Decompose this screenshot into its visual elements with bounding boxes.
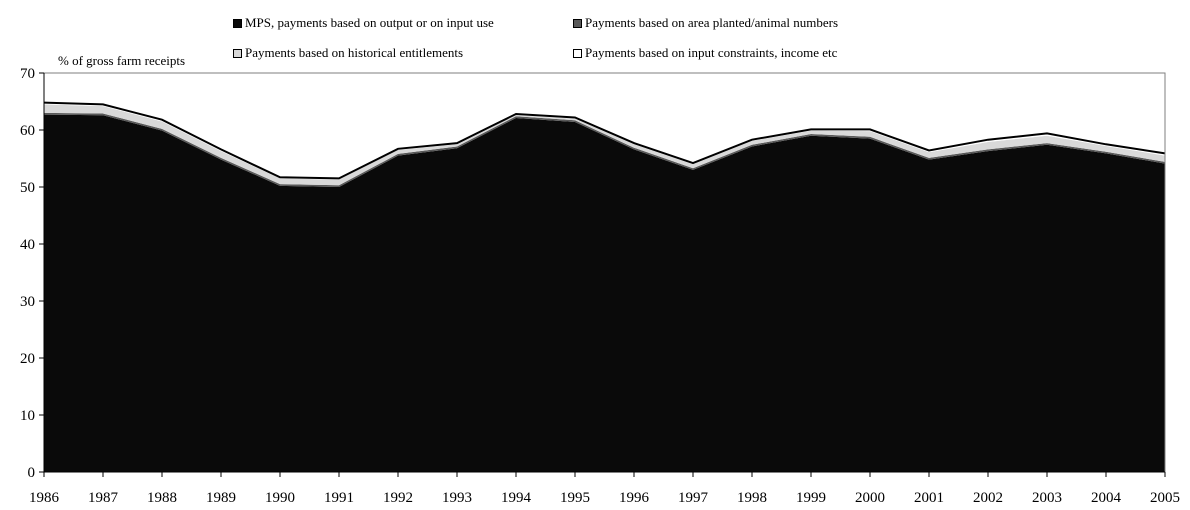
x-tick-label: 1996 <box>619 490 650 506</box>
legend-item-2: Payments based on area planted/animal nu… <box>573 15 838 31</box>
legend-swatch <box>573 48 582 58</box>
x-tick-label: 1987 <box>88 490 119 506</box>
x-tick-label: 2002 <box>973 490 1003 506</box>
x-tick-label: 2004 <box>1091 490 1122 506</box>
legend-item-1: MPS, payments based on output or on inpu… <box>233 15 494 31</box>
x-tick-label: 1989 <box>206 490 236 506</box>
y-tick-label: 40 <box>20 237 35 253</box>
x-tick-label: 1988 <box>147 490 177 506</box>
x-tick-label: 2001 <box>914 490 944 506</box>
x-tick-label: 1994 <box>501 490 532 506</box>
y-tick-label: 70 <box>20 66 35 82</box>
series-areas <box>43 101 1166 472</box>
legend-swatch <box>573 18 582 28</box>
x-tick-label: 1992 <box>383 490 413 506</box>
x-axis-ticks: 1986 1987 1988 1989 1990 1991 1992 1993 1994 1995… <box>29 472 1180 506</box>
y-tick-label: 0 <box>28 465 36 481</box>
x-tick-label: 1986 <box>29 490 60 506</box>
x-tick-label: 1998 <box>737 490 767 506</box>
area-series-1 <box>44 114 1165 472</box>
x-tick-label: 1993 <box>442 490 472 506</box>
total-outline <box>43 101 1166 180</box>
legend-label: Payments based on historical entitlement… <box>245 45 464 60</box>
legend-item-4: Payments based on input constraints, inc… <box>573 45 837 61</box>
x-tick-label: 1999 <box>796 490 826 506</box>
y-tick-label: 50 <box>20 180 35 196</box>
legend-label: MPS, payments based on output or on inpu… <box>245 15 494 30</box>
legend-swatch <box>233 48 242 58</box>
x-tick-label: 1995 <box>560 490 590 506</box>
y-tick-label: 30 <box>20 294 35 310</box>
y-axis-ticks: 0 10 20 30 40 50 60 70 <box>20 66 44 481</box>
x-tick-label: 2003 <box>1032 490 1062 506</box>
x-tick-label: 2000 <box>855 490 885 506</box>
y-tick-label: 10 <box>20 408 35 424</box>
legend-label: Payments based on input constraints, inc… <box>585 45 838 60</box>
x-tick-label: 2005 <box>1150 490 1180 506</box>
y-axis-unit-label: % of gross farm receipts <box>58 53 186 68</box>
legend-item-3: Payments based on historical entitlement… <box>233 45 463 61</box>
legend-swatch <box>233 18 242 28</box>
y-tick-label: 20 <box>20 351 35 367</box>
x-tick-label: 1997 <box>678 490 709 506</box>
axes <box>43 72 1166 473</box>
x-tick-label: 1990 <box>265 490 295 506</box>
y-tick-label: 60 <box>20 123 35 139</box>
legend-label: Payments based on area planted/animal nu… <box>585 15 839 30</box>
x-tick-label: 1991 <box>324 490 354 506</box>
